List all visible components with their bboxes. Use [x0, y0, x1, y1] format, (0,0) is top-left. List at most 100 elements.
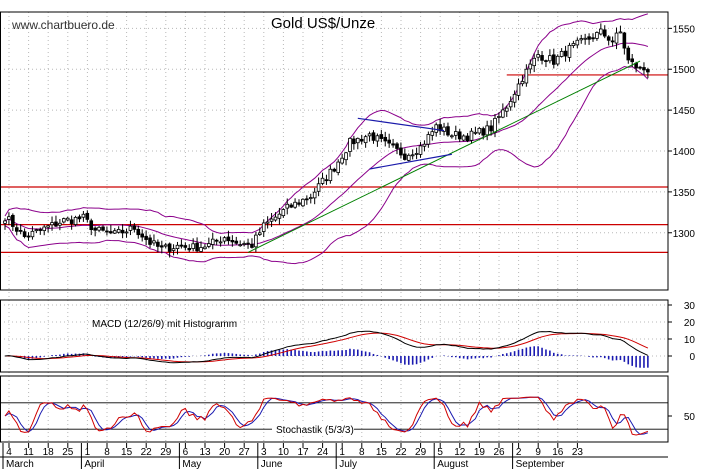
y-tick-label: 10: [684, 335, 696, 346]
candle-body: [81, 213, 86, 218]
candle-body: [481, 128, 486, 136]
candle-body: [183, 245, 188, 248]
candle-body: [540, 55, 544, 61]
candle-body: [536, 54, 540, 58]
x-tick-label: 26: [493, 447, 505, 458]
candle-body: [265, 221, 270, 224]
candle-body: [403, 153, 407, 160]
x-tick-label: 18: [43, 447, 55, 458]
candle-body: [269, 218, 274, 222]
macd-panel: [4, 330, 649, 368]
candle-body: [352, 138, 356, 145]
candle-body: [26, 235, 31, 238]
candle-body: [485, 125, 489, 136]
macd-line: [4, 330, 649, 364]
candle-body: [383, 136, 388, 142]
x-tick-label: 15: [376, 447, 388, 458]
candle-body: [124, 231, 129, 234]
x-tick-label: 5: [437, 447, 443, 458]
candle-body: [77, 216, 82, 220]
candle-body: [312, 191, 317, 199]
candle-body: [579, 38, 584, 41]
candle-body: [101, 226, 105, 231]
candle-body: [18, 229, 23, 232]
candle-body: [497, 116, 501, 118]
x-tick-label: 19: [474, 447, 486, 458]
candle-body: [587, 36, 591, 40]
candle-body: [62, 218, 66, 223]
candle-body: [595, 32, 599, 39]
candle-body: [14, 227, 19, 232]
candle-body: [42, 226, 46, 232]
y-tick-label: 30: [684, 301, 696, 312]
x-tick-label: 29: [160, 447, 172, 458]
candle-body: [489, 125, 493, 132]
candle-body: [399, 147, 403, 156]
candle-body: [520, 81, 525, 85]
candle-body: [504, 107, 509, 112]
x-tick-label: 4: [6, 447, 12, 458]
candle-body: [250, 243, 254, 248]
candle-body: [606, 36, 611, 41]
candle-body: [418, 145, 423, 155]
candle-body: [532, 57, 536, 67]
month-label: April: [84, 459, 104, 469]
month-label: March: [6, 459, 34, 469]
candle-body: [7, 216, 11, 220]
candle-body: [450, 135, 454, 138]
candle-body: [563, 50, 568, 57]
candle-body: [599, 28, 603, 35]
candle-body: [363, 136, 368, 144]
candle-body: [638, 66, 642, 69]
panel-frame: [0, 375, 669, 443]
x-tick-label: 22: [395, 447, 407, 458]
candle-body: [324, 179, 329, 182]
candle-body: [273, 216, 278, 221]
y-tick-label: 1300: [673, 229, 696, 240]
x-tick-label: 1: [85, 447, 91, 458]
candle-body: [602, 29, 607, 37]
panel-frame: [0, 299, 669, 373]
candle-body: [391, 143, 395, 146]
candle-body: [289, 204, 293, 208]
candle-body: [222, 237, 227, 242]
candle-body: [89, 220, 94, 231]
candle-body: [254, 234, 258, 248]
candle-body: [434, 124, 438, 133]
y-axis-tick-labels: 1300 1350 1400 1450 1500 1550 0 10 20 30 50: [668, 24, 695, 423]
candle-body: [379, 134, 384, 139]
candle-body: [195, 242, 199, 252]
candle-body: [246, 242, 250, 245]
triangle-lower-line: [369, 153, 452, 170]
candle-body: [340, 157, 344, 164]
stochastic-label: Stochastik (5/3/3): [276, 425, 354, 436]
candle-body: [85, 212, 90, 220]
candle-body: [387, 139, 391, 144]
candle-body: [544, 60, 548, 62]
candle-body: [442, 126, 446, 132]
y-tick-label: 0: [689, 352, 695, 363]
candle-body: [54, 221, 58, 227]
candle-body: [3, 220, 7, 224]
candle-body: [257, 232, 262, 235]
candle-body: [187, 247, 192, 251]
candle-body: [230, 240, 235, 243]
candle-body: [591, 37, 595, 40]
candle-body: [559, 50, 564, 57]
candle-body: [116, 229, 121, 233]
candle-body: [567, 44, 572, 58]
month-label: August: [437, 459, 468, 469]
candle-body: [508, 100, 513, 108]
candle-body: [328, 168, 333, 182]
candle-body: [348, 137, 352, 152]
x-tick-label: 25: [62, 447, 74, 458]
candle-body: [65, 217, 70, 221]
x-tick-label: 20: [219, 447, 231, 458]
candle-body: [375, 135, 380, 142]
candle-body: [355, 137, 360, 144]
candle-body: [58, 222, 62, 226]
y-tick-label: 1350: [673, 188, 696, 199]
stochastic-label-bg: [272, 422, 354, 435]
candle-body: [316, 183, 321, 192]
